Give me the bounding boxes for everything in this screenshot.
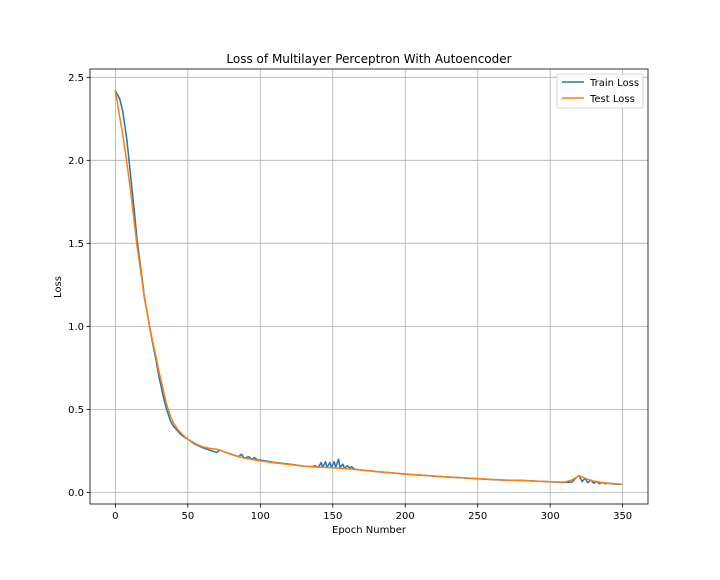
x-tick-label: 150 [323, 511, 342, 522]
y-axis-ticks: 0.0 0.5 1.0 1.5 2.0 2.5 [68, 73, 90, 499]
x-tick-label: 250 [468, 511, 487, 522]
x-tick-label: 0 [112, 511, 118, 522]
y-axis-label: Loss [53, 276, 64, 298]
y-tick-label: 2.5 [68, 73, 84, 84]
legend: Train Loss Test Loss [556, 73, 644, 109]
x-tick-label: 300 [541, 511, 560, 522]
series-layer [114, 89, 622, 486]
y-tick-label: 2.0 [68, 156, 84, 167]
legend-label-test-loss: Test Loss [589, 94, 635, 105]
x-tick-label: 100 [251, 511, 270, 522]
plot-frame [89, 68, 649, 505]
y-tick-label: 0.5 [68, 405, 84, 416]
x-tick-label: 50 [181, 511, 194, 522]
x-axis-ticks: 0 50 100 150 200 250 300 350 [112, 504, 632, 522]
x-tick-label: 350 [613, 511, 632, 522]
y-tick-label: 1.0 [68, 322, 84, 333]
series-line-test-loss [114, 89, 622, 485]
y-tick-label: 0.0 [68, 488, 84, 499]
y-tick-label: 1.5 [68, 239, 84, 250]
x-axis-label: Epoch Number [332, 525, 407, 536]
legend-label-train-loss: Train Loss [589, 78, 639, 89]
grid-lines [90, 69, 648, 504]
series-line-train-loss [114, 89, 622, 486]
chart-title: Loss of Multilayer Perceptron With Autoe… [226, 52, 511, 66]
x-tick-label: 200 [396, 511, 415, 522]
